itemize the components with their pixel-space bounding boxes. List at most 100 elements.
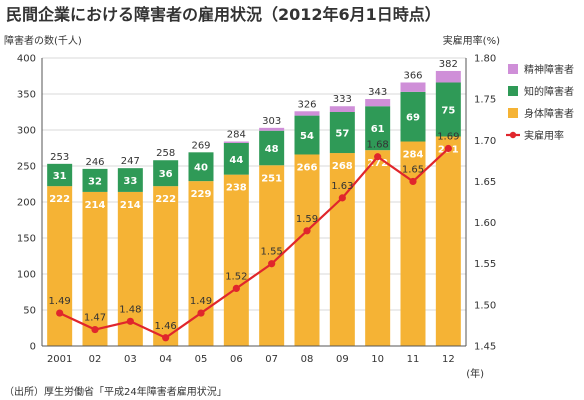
rate-point	[126, 317, 134, 325]
bar-total-label: 246	[85, 157, 104, 168]
bar-intellectual-label: 54	[300, 131, 314, 142]
left-tick-label: 350	[17, 90, 36, 101]
rate-label: 1.65	[402, 164, 424, 175]
right-tick-label: 1.55	[474, 259, 496, 270]
bar-intellectual	[223, 142, 249, 175]
bar-mental	[223, 141, 249, 143]
bar-physical-label: 272	[367, 158, 388, 169]
x-tick-label: 2001	[47, 354, 72, 365]
x-tick-label: 02	[89, 354, 102, 365]
rate-label: 1.46	[155, 321, 177, 332]
legend-label: 知的障害者	[524, 85, 574, 98]
bar-total-label: 326	[297, 99, 316, 110]
rate-point	[444, 144, 452, 153]
bar-intellectual-label: 61	[371, 124, 385, 135]
rate-point	[162, 334, 170, 342]
x-tick-label: 12	[442, 354, 455, 365]
bar-physical-label: 268	[332, 161, 353, 172]
bar-intellectual-label: 57	[335, 129, 349, 140]
right-axis-label: 実雇用率(%)	[443, 34, 500, 47]
source-note: （出所）厚生労働省「平成24年障害者雇用状況」	[4, 385, 227, 398]
bar-total-label: 333	[333, 94, 352, 105]
left-tick-label: 100	[17, 270, 36, 281]
rate-point	[409, 177, 417, 186]
rate-line: 1.49 1.47 1.48 1.46 1.49 1.52 1.55 1.59 1.63 1.68…	[49, 132, 459, 342]
bar-physical-label: 222	[155, 194, 176, 205]
legend-label: 身体障害者	[524, 107, 574, 120]
bar-physical	[82, 191, 108, 346]
right-tick-label: 1.65	[474, 177, 496, 188]
axes: 0501001502002503003504001.451.501.551.60…	[17, 54, 496, 366]
right-tick-label: 1.45	[474, 342, 496, 353]
bar-intellectual-label: 44	[229, 155, 243, 166]
x-tick-label: 09	[336, 354, 349, 365]
bar-intellectual	[259, 130, 285, 166]
bar-physical-label: 251	[261, 173, 282, 184]
bar-physical	[223, 174, 249, 346]
x-tick-label: 05	[195, 354, 208, 365]
bar-intellectual-label: 33	[123, 176, 137, 187]
bar-physical-label: 214	[85, 200, 106, 211]
rate-point	[303, 227, 311, 235]
left-axis-label: 障害者の数(千人)	[4, 34, 82, 47]
bar-mental	[329, 106, 355, 112]
bar-physical	[435, 136, 461, 346]
rate-label: 1.52	[225, 271, 247, 282]
right-tick-label: 1.50	[474, 300, 496, 311]
bar-intellectual	[435, 82, 461, 137]
rate-label: 1.68	[367, 140, 389, 151]
bar-intellectual	[188, 152, 214, 182]
bar-physical	[188, 181, 214, 346]
rate-label: 1.63	[331, 181, 353, 192]
bar-physical	[153, 186, 179, 346]
x-tick-label: 11	[407, 354, 420, 365]
rate-point	[268, 260, 276, 268]
left-tick-label: 300	[17, 126, 36, 137]
rate-point	[232, 284, 240, 292]
left-tick-label: 250	[17, 162, 36, 173]
bar-total-label: 303	[262, 116, 281, 127]
left-tick-label: 150	[17, 234, 36, 245]
bar-intellectual	[47, 163, 73, 187]
bar-physical-label: 222	[49, 194, 70, 205]
bar-intellectual-label: 69	[406, 113, 420, 124]
bar-physical	[329, 153, 355, 346]
bar-intellectual-label: 40	[194, 163, 208, 174]
legend-label: 実雇用率	[524, 129, 564, 142]
rate-label: 1.48	[119, 304, 141, 315]
legend-label: 精神障害者	[524, 63, 574, 76]
left-tick-label: 0	[30, 342, 36, 353]
bar-physical	[294, 154, 320, 346]
bar-intellectual	[153, 160, 179, 187]
bar-total-label: 258	[156, 148, 175, 159]
bar-physical	[47, 186, 73, 346]
bar-intellectual	[329, 112, 355, 154]
bar-intellectual	[365, 106, 391, 151]
rate-polyline	[59, 147, 450, 340]
bar-total-label: 284	[227, 130, 246, 141]
rate-label: 1.59	[296, 214, 318, 225]
bar-intellectual-label: 32	[88, 176, 102, 187]
right-tick-label: 1.75	[474, 95, 496, 106]
rate-point	[338, 194, 346, 202]
rate-label: 1.69	[437, 132, 459, 143]
bar-total-label: 366	[403, 70, 422, 81]
legend-swatch	[508, 64, 518, 74]
bar-physical-label: 238	[226, 183, 247, 194]
bar-mental	[259, 127, 285, 131]
x-tick-label: 08	[301, 354, 314, 365]
left-tick-label: 50	[23, 306, 36, 317]
bar-intellectual	[294, 115, 320, 155]
gridlines	[42, 57, 466, 347]
right-tick-label: 1.60	[474, 218, 496, 229]
bar-intellectual	[400, 91, 426, 142]
chart-title: 民間企業における障害者の雇用状況（2012年6月1日時点）	[6, 5, 441, 24]
bar-intellectual-label: 75	[441, 105, 455, 116]
rate-point	[91, 325, 99, 334]
bar-physical-label: 266	[297, 162, 318, 173]
bars: 222 31 253 214 32 246 214 33 247 222 36 258 229 40 269…	[47, 59, 461, 346]
rate-label: 1.47	[84, 313, 106, 324]
x-tick-label: 06	[230, 354, 243, 365]
